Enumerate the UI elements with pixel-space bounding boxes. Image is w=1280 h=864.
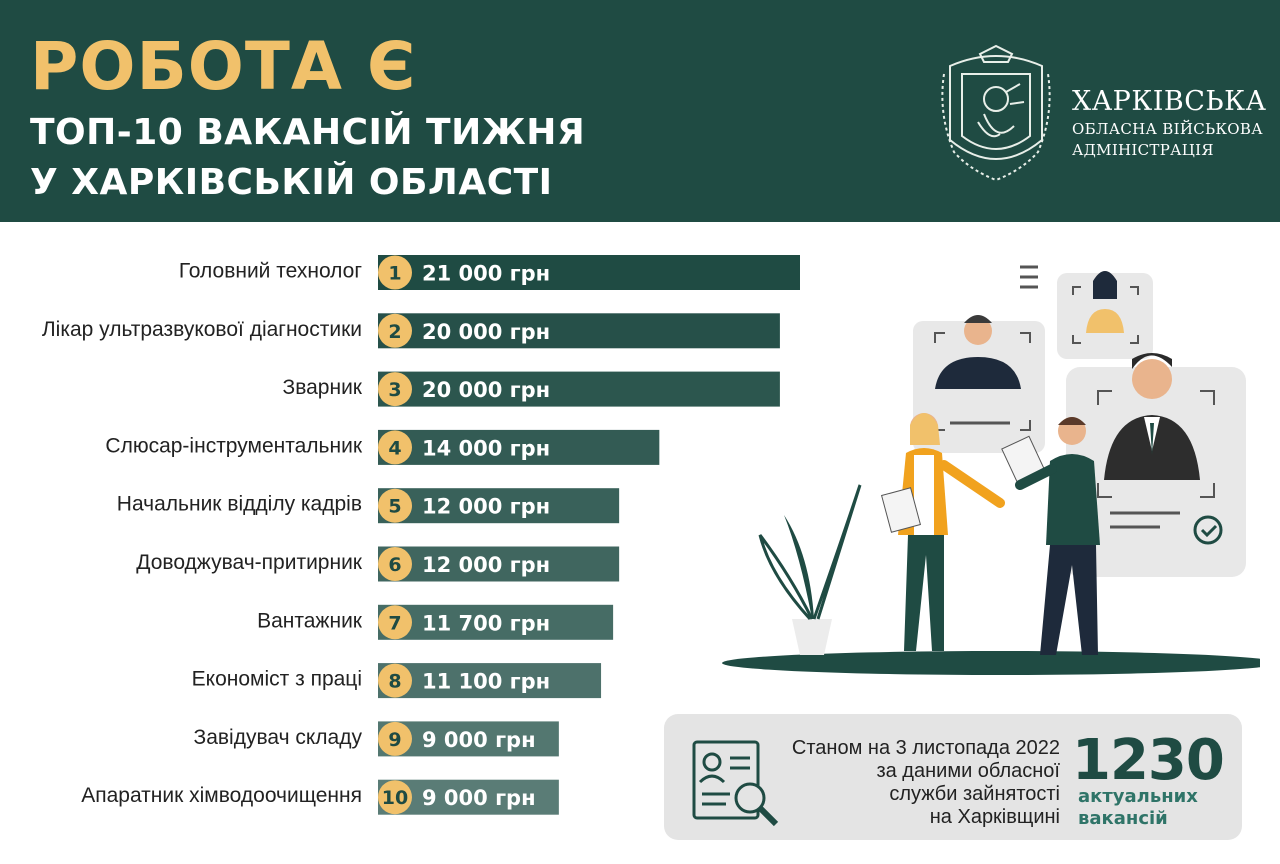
rank-badge <box>378 547 412 581</box>
category-label: Вантажник <box>257 609 363 632</box>
value-label: 11 700 грн <box>422 611 550 635</box>
rank-badge <box>378 721 412 756</box>
rank-badge <box>378 663 412 698</box>
org-name-line2: ОБЛАСНА ВІЙСЬКОВА <box>1072 120 1263 138</box>
category-label: Економіст з праці <box>192 668 362 691</box>
org-name-line3: АДМІНІСТРАЦІЯ <box>1072 141 1214 159</box>
bar <box>378 604 614 640</box>
bar <box>378 255 800 290</box>
rank-label: 10 <box>382 787 408 809</box>
info-description: Станом на 3 листопада 2022 за даними обл… <box>770 737 1060 829</box>
recruitment-illustration <box>722 265 1260 675</box>
rank-badge <box>378 780 412 815</box>
header-banner: РОБОТА Є ТОП-10 ВАКАНСІЙ ТИЖНЯ У ХАРКІВС… <box>0 0 1280 222</box>
rank-label: 2 <box>388 321 401 343</box>
info-line4: на Харківщині <box>929 806 1060 828</box>
value-label: 14 000 грн <box>422 436 550 460</box>
bar <box>378 546 620 582</box>
category-label: Доводжувач-притирник <box>136 551 363 574</box>
info-line3: служби зайнятості <box>889 783 1060 805</box>
category-label: Зварник <box>283 376 363 399</box>
value-label: 12 000 грн <box>422 553 550 577</box>
info-line2: за даними обласної <box>876 760 1060 782</box>
value-label: 21 000 грн <box>422 262 550 286</box>
value-label: 20 000 грн <box>422 378 550 402</box>
vacancy-count: 1230 <box>1072 728 1225 793</box>
value-label: 11 100 грн <box>422 670 550 694</box>
rank-badge <box>378 313 412 348</box>
category-label: Завідувач складу <box>194 726 363 749</box>
bar <box>378 371 780 407</box>
rank-badge <box>378 605 412 640</box>
bar <box>378 663 602 699</box>
rank-label: 8 <box>388 671 401 693</box>
info-box <box>664 714 1242 840</box>
rank-badge <box>378 488 412 523</box>
vacancy-count-label-line2: вакансій <box>1078 808 1168 829</box>
category-label: Слюсар-інструментальник <box>105 434 362 457</box>
bar <box>378 429 660 465</box>
value-label: 9 000 грн <box>422 728 536 752</box>
page-subtitle-line1: ТОП-10 ВАКАНСІЙ ТИЖНЯ <box>30 112 586 153</box>
org-name-line1: ХАРКІВСЬКА <box>1072 86 1267 117</box>
vacancy-count-label-line1: актуальних <box>1078 786 1198 807</box>
category-label: Апаратник хімводоочищення <box>81 784 362 807</box>
category-label: Головний технолог <box>179 260 362 283</box>
resume-search-icon <box>692 740 779 827</box>
floor-shadow <box>722 651 1260 675</box>
bar <box>378 488 620 524</box>
rank-label: 1 <box>388 263 401 285</box>
bar <box>378 313 780 349</box>
rank-label: 5 <box>388 496 401 518</box>
category-label: Лікар ультразвукової діагностики <box>42 318 362 341</box>
value-label: 9 000 грн <box>422 786 536 810</box>
category-label: Начальник відділу кадрів <box>117 493 362 516</box>
rank-label: 4 <box>388 437 401 459</box>
checkmark-icon <box>1193 515 1223 545</box>
page-title: РОБОТА Є <box>30 28 417 105</box>
info-line1: Станом на 3 листопада 2022 <box>791 737 1060 759</box>
rank-label: 6 <box>388 554 401 576</box>
bar-chart-svg: 1 21 000 грн Головний технолог 2 20 000 грн Л… <box>42 255 800 815</box>
value-label: 12 000 грн <box>422 495 550 519</box>
rank-label: 3 <box>388 379 401 401</box>
rank-badge <box>378 372 412 407</box>
rank-label: 7 <box>388 612 401 634</box>
rank-badge <box>378 430 412 465</box>
page-subtitle-line2: У ХАРКІВСЬКІЙ ОБЛАСТІ <box>30 162 553 203</box>
rank-badge <box>378 255 412 290</box>
coat-of-arms-icon <box>941 44 1051 182</box>
rank-label: 9 <box>388 729 401 751</box>
value-label: 20 000 грн <box>422 320 550 344</box>
vacancies-bar-chart: 1 21 000 грн Головний технолог 2 20 000 грн Л… <box>0 230 820 850</box>
